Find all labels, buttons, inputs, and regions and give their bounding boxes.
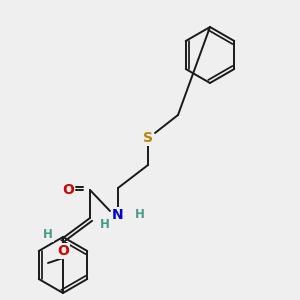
Text: H: H (135, 208, 145, 221)
Text: H: H (43, 229, 53, 242)
Text: O: O (57, 244, 69, 258)
Text: O: O (62, 183, 74, 197)
Text: H: H (100, 218, 110, 232)
Text: N: N (112, 208, 124, 222)
Text: S: S (143, 131, 153, 145)
